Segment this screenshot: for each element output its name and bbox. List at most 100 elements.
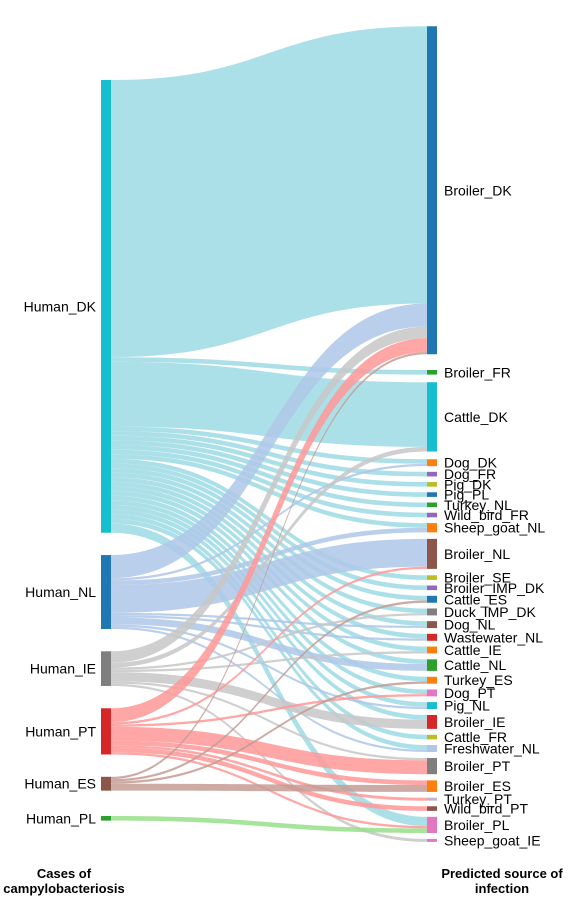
label-Broiler_IMP_DK: Broiler_IMP_DK	[444, 580, 545, 596]
node-Sheep_goat_IE	[427, 838, 437, 842]
label-Human_IE: Human_IE	[30, 661, 96, 677]
node-Human_IE	[101, 651, 111, 686]
node-Pig_PL	[427, 492, 437, 497]
node-Broiler_FR	[427, 369, 437, 375]
node-Human_PL	[101, 816, 111, 821]
flow-Human_PT-to-Broiler_NL	[111, 566, 427, 725]
node-Freshwater_NL	[427, 745, 437, 752]
nodes	[101, 26, 437, 842]
node-Broiler_DK	[427, 26, 437, 355]
node-Broiler_IE	[427, 715, 437, 729]
node-Cattle_ES	[427, 595, 437, 603]
label-Pig_NL: Pig_NL	[444, 698, 490, 714]
node-Broiler_NL	[427, 538, 437, 569]
flow-Human_DK-to-Broiler_SE	[111, 458, 427, 580]
flow-Human_NL-to-Broiler_NL	[111, 538, 427, 613]
node-Pig_DK	[427, 482, 437, 487]
label-Wastewater_NL: Wastewater_NL	[444, 629, 543, 645]
flow-Human_DK-to-Pig_NL	[111, 505, 427, 707]
node-Broiler_PL	[427, 816, 437, 833]
node-Broiler_PT	[427, 758, 437, 775]
flow-Human_DK-to-Broiler_PL	[111, 523, 427, 827]
label-Sheep_goat_NL: Sheep_goat_NL	[444, 520, 545, 536]
node-Broiler_ES	[427, 780, 437, 792]
label-Cattle_NL: Cattle_NL	[444, 657, 506, 673]
node-Dog_FR	[427, 471, 437, 477]
flow-Human_PT-to-Wild_bird_PT	[111, 747, 427, 811]
node-Dog_DK	[427, 459, 437, 467]
flow-Human_NL-to-Cattle_NL	[111, 617, 427, 671]
node-Pig_NL	[427, 702, 437, 710]
label-Pig_PL: Pig_PL	[444, 487, 489, 503]
flow-Human_DK-to-Duck_IMP_DK	[111, 472, 427, 614]
flow-Human_IE-to-Broiler_IE	[111, 672, 427, 729]
node-Wastewater_NL	[427, 633, 437, 641]
label-Human_ES: Human_ES	[24, 776, 96, 792]
flow-Human_NL-to-Wastewater_NL	[111, 615, 427, 641]
label-Turkey_NL: Turkey_NL	[444, 497, 512, 513]
node-Turkey_NL	[427, 502, 437, 508]
label-Broiler_PT: Broiler_PT	[444, 758, 511, 774]
flow-links	[111, 26, 427, 842]
flow-Human_NL-to-Freshwater_NL	[111, 626, 427, 752]
flow-Human_DK-to-Freshwater_NL	[111, 518, 427, 750]
node-Wild_bird_FR	[427, 512, 437, 518]
flow-Human_IE-to-Cattle_IE	[111, 651, 427, 673]
node-Turkey_ES	[427, 676, 437, 684]
flow-Human_DK-to-Turkey_NL	[111, 444, 427, 508]
label-Broiler_IE: Broiler_IE	[444, 714, 505, 730]
flow-Human_PT-to-Turkey_PT	[111, 745, 427, 801]
flow-Human_DK-to-Wastewater_NL	[111, 481, 427, 639]
node-Human_PT	[101, 708, 111, 755]
label-Turkey_ES: Turkey_ES	[444, 672, 513, 688]
node-Duck_IMP_DK	[427, 608, 437, 616]
label-Broiler_NL: Broiler_NL	[444, 546, 510, 562]
label-Dog_NL: Dog_NL	[444, 617, 496, 633]
label-Human_PL: Human_PL	[26, 810, 96, 826]
label-Broiler_DK: Broiler_DK	[444, 182, 512, 198]
node-Human_DK	[101, 80, 111, 533]
node-Broiler_SE	[427, 575, 437, 580]
label-Human_PT: Human_PT	[25, 723, 96, 739]
flow-Human_DK-to-Pig_DK	[111, 435, 427, 487]
node-Human_NL	[101, 555, 111, 629]
flow-Human_PT-to-Broiler_ES	[111, 740, 427, 785]
label-Broiler_SE: Broiler_SE	[444, 570, 511, 586]
flow-Human_DK-to-Pig_PL	[111, 440, 427, 497]
label-Broiler_ES: Broiler_ES	[444, 778, 511, 794]
flow-Human_DK-to-Dog_PT	[111, 500, 427, 695]
node-Cattle_IE	[427, 646, 437, 654]
node-Wild_bird_PT	[427, 806, 437, 811]
node-Turkey_PT	[427, 797, 437, 801]
label-Freshwater_NL: Freshwater_NL	[444, 741, 540, 757]
flow-Human_IE-to-Cattle_DK	[111, 446, 427, 668]
flow-Human_PL-to-Broiler_PL	[111, 816, 427, 833]
label-Dog_PT: Dog_PT	[444, 685, 496, 701]
flow-Human_DK-to-Broiler_IE	[111, 509, 427, 720]
node-Cattle_DK	[427, 382, 437, 452]
node-Cattle_FR	[427, 734, 437, 740]
right-axis-title: Predicted source of infection	[441, 866, 563, 896]
flow-Human_ES-to-Turkey_ES	[111, 681, 427, 784]
flow-Human_PT-to-Broiler_DK	[111, 338, 427, 723]
flow-Human_ES-to-Cattle_ES	[111, 600, 427, 782]
label-Dog_DK: Dog_DK	[444, 455, 498, 471]
flow-Human_PT-to-Dog_PT	[111, 694, 427, 727]
node-Cattle_NL	[427, 659, 437, 671]
flow-Human_IE-to-Broiler_PT	[111, 681, 427, 761]
label-Cattle_FR: Cattle_FR	[444, 729, 507, 745]
label-Turkey_PT: Turkey_PT	[444, 791, 512, 807]
node-Sheep_goat_NL	[427, 523, 437, 533]
flow-Human_NL-to-Pig_NL	[111, 624, 427, 710]
label-Wild_bird_FR: Wild_bird_FR	[444, 507, 529, 523]
label-Dog_FR: Dog_FR	[444, 466, 496, 482]
flow-Human_NL-to-Broiler_DK	[111, 303, 427, 579]
node-Dog_PT	[427, 689, 437, 697]
flow-Human_DK-to-Wild_bird_FR	[111, 449, 427, 518]
flow-Human_DK-to-Broiler_DK	[111, 26, 427, 358]
flow-Human_IE-to-Broiler_DK	[111, 326, 427, 663]
label-Broiler_PL: Broiler_PL	[444, 817, 510, 833]
flow-Human_IE-to-Duck_IMP_DK	[111, 613, 427, 670]
flow-Human_NL-to-Dog_NL	[111, 612, 427, 629]
flow-Human_PT-to-Broiler_PT	[111, 726, 427, 775]
